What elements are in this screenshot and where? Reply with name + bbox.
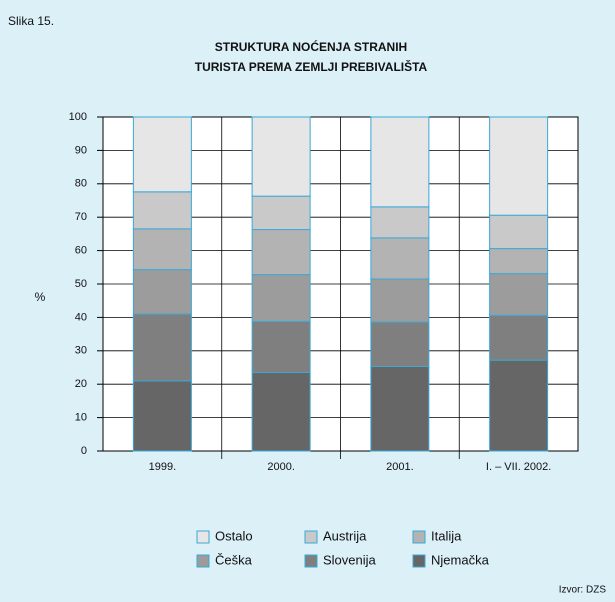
bar-segment <box>489 214 549 250</box>
y-tick-label: 70 <box>75 211 87 223</box>
bar-segment <box>370 237 430 280</box>
legend-swatch <box>196 554 210 568</box>
bar-segment <box>370 365 430 452</box>
bar-segment <box>132 269 192 315</box>
bar-segment <box>251 372 311 452</box>
bar-segment <box>251 116 311 197</box>
bar-segment <box>132 116 192 193</box>
bar-segment <box>251 274 311 322</box>
bar-segment <box>489 116 549 216</box>
bar-segment <box>132 191 192 230</box>
bar-segment <box>489 248 549 275</box>
bar-segment <box>370 116 430 208</box>
bar-segment <box>132 228 192 271</box>
bar-segment <box>132 313 192 382</box>
bar-segment <box>370 321 430 367</box>
legend-label: Italija <box>431 528 462 543</box>
y-tick-label: 20 <box>75 378 87 390</box>
bar-segment <box>489 273 549 316</box>
y-tick-label: 30 <box>75 345 87 357</box>
y-tick-label: 0 <box>81 445 87 457</box>
legend-label: Ostalo <box>215 528 253 543</box>
legend-label: Njemačka <box>431 552 490 567</box>
figure-label: Slika 15. <box>8 14 54 28</box>
bar-segment <box>132 380 192 452</box>
chart-title: TURISTA PREMA ZEMLJI PREBIVALIŠTA <box>195 59 428 74</box>
chart-title: STRUKTURA NOĆENJA STRANIH <box>215 39 407 54</box>
legend-swatch <box>304 530 318 544</box>
x-tick-label: 1999. <box>149 461 177 473</box>
y-tick-label: 80 <box>75 178 87 190</box>
legend-label: Češka <box>215 552 253 567</box>
bar-segment <box>251 320 311 374</box>
bar-segment <box>370 278 430 323</box>
x-tick-label: 2000. <box>267 461 295 473</box>
legend-swatch <box>196 530 210 544</box>
source: Izvor: DZS <box>559 585 607 596</box>
legend-swatch <box>304 554 318 568</box>
y-tick-label: 60 <box>75 245 87 257</box>
bar-segment <box>489 359 549 452</box>
bar-segment <box>489 314 549 361</box>
legend-swatch <box>412 530 426 544</box>
y-axis-label: % <box>35 290 46 304</box>
y-tick-label: 100 <box>69 111 87 123</box>
x-tick-label: 2001. <box>386 461 414 473</box>
x-tick-label: I. – VII. 2002. <box>486 461 551 473</box>
bar-segment <box>370 206 430 239</box>
bar-segment <box>251 229 311 276</box>
y-tick-label: 90 <box>75 144 87 156</box>
y-tick-label: 40 <box>75 311 87 323</box>
y-tick-label: 10 <box>75 412 87 424</box>
legend-label: Austrija <box>323 528 367 543</box>
legend-swatch <box>412 554 426 568</box>
legend-label: Slovenija <box>323 552 377 567</box>
bar-segment <box>251 195 311 231</box>
y-tick-label: 50 <box>75 278 87 290</box>
